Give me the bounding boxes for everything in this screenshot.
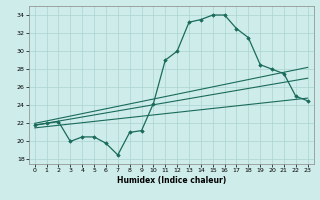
X-axis label: Humidex (Indice chaleur): Humidex (Indice chaleur) [116, 176, 226, 185]
